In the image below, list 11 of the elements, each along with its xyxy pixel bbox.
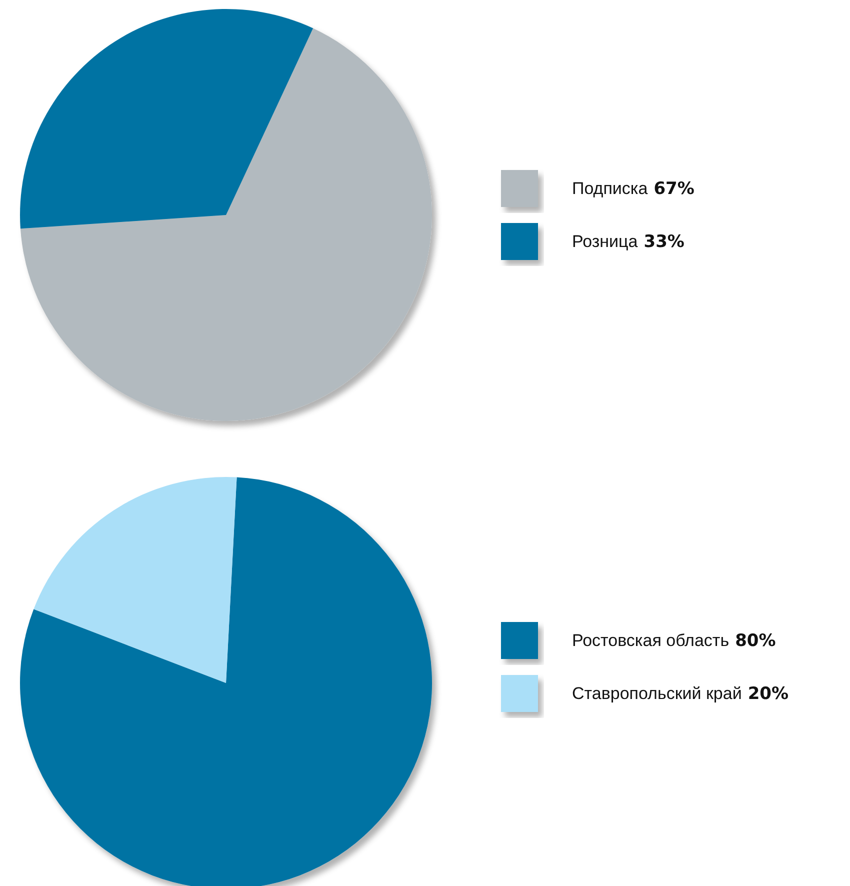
legend-label: Ставропольский край	[572, 684, 742, 703]
data-label: 80%	[735, 631, 776, 651]
pie-slice	[20, 28, 432, 421]
pie-slice	[34, 477, 237, 683]
legend-label: Ростовская область	[572, 631, 730, 650]
data-label: 20%	[748, 684, 789, 704]
pie-slice	[20, 9, 314, 229]
legend-label: Розница	[572, 232, 638, 251]
data-label: 33%	[644, 232, 684, 252]
legend-label: Подписка	[572, 179, 648, 198]
data-label: 67%	[654, 179, 694, 199]
